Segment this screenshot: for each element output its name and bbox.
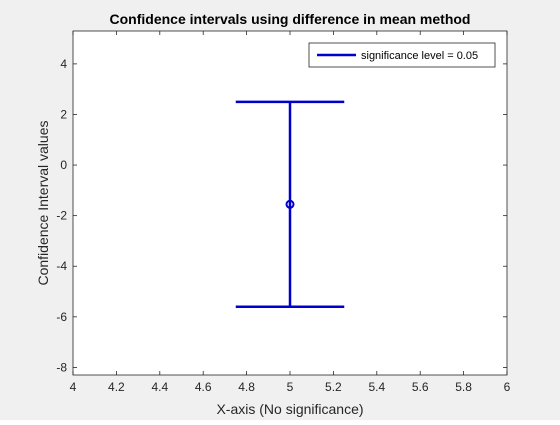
x-tick-label: 5 [287,380,294,394]
legend-label: significance level = 0.05 [361,50,478,62]
y-tick-label: -4 [56,259,67,273]
y-tick-label: -8 [56,360,67,374]
plot-frame [72,30,508,376]
y-axis-title: Confidence Interval values [35,121,51,286]
chart-title: Confidence intervals using difference in… [110,11,471,27]
legend: significance level = 0.05 [308,42,496,68]
y-tick-label: 0 [60,158,67,172]
x-tick-label: 4.8 [238,380,255,394]
x-tick-label: 4.2 [108,380,125,394]
x-tick-label: 5.4 [368,380,385,394]
x-tick-label: 4 [70,380,77,394]
y-tick-label: 2 [60,107,67,121]
x-tick-label: 5.2 [325,380,342,394]
data-point-marker [285,199,295,209]
data-layer [235,100,345,308]
x-tick-label: 6 [504,380,511,394]
y-tick-label: 4 [60,57,67,71]
x-axis-title: X-axis (No significance) [216,401,363,417]
x-tick-label: 5.8 [455,380,472,394]
y-tick-label: -2 [56,209,67,223]
ticks-layer: 4 4.2 4.4 4.6 4.8 5 5.2 5.4 5.6 5.8 6 -8 -6 -4 -2 0 2 4 [56,31,511,394]
x-tick-label: 4.6 [195,380,212,394]
x-tick-label: 5.6 [412,380,429,394]
y-tick-label: -6 [56,310,67,324]
x-tick-label: 4.4 [151,380,168,394]
